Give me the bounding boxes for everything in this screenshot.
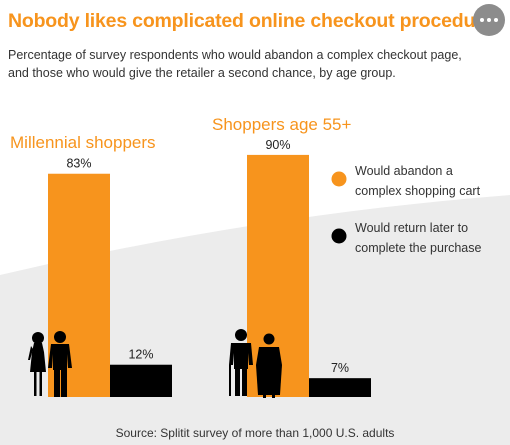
legend-label: complex shopping cart [355, 184, 481, 198]
legend-label: Would abandon a [355, 164, 453, 178]
labels-layer: Millennial shoppers 83% 12% Shoppers age 55… [10, 115, 351, 375]
data-label: 90% [265, 138, 290, 152]
group-label: Millennial shoppers [10, 133, 156, 152]
legend-marker [331, 171, 347, 187]
chart-subtitle: Percentage of survey respondents who wou… [8, 48, 462, 80]
young-couple-icon [28, 331, 72, 397]
more-options-icon [480, 18, 484, 22]
group-label: Shoppers age 55+ [212, 115, 351, 134]
data-label: 12% [128, 348, 153, 362]
bar-return [309, 378, 371, 397]
data-label: 7% [331, 361, 349, 375]
data-label: 83% [66, 157, 91, 171]
bars-layer [48, 154, 371, 397]
legend-label: complete the purchase [355, 241, 482, 255]
chart-title: Nobody likes complicated online checkout… [8, 10, 504, 32]
legend-label: Would return later to [355, 221, 468, 235]
more-options-button[interactable] [473, 4, 505, 36]
source-note: Source: Splitit survey of more than 1,00… [115, 426, 395, 440]
legend-marker [331, 228, 347, 244]
senior-couple-icon [229, 329, 282, 398]
legend: Would abandon a complex shopping cart Woul… [331, 164, 482, 255]
bar-return [110, 364, 172, 397]
